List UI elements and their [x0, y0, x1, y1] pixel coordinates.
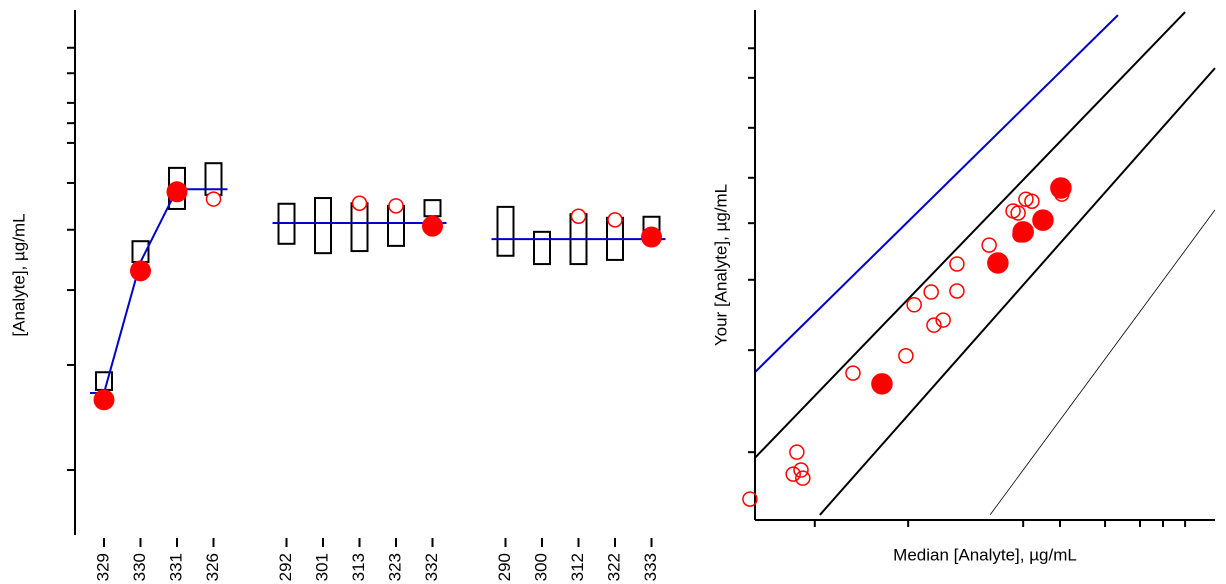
open-point — [388, 198, 404, 214]
filled-point — [422, 215, 443, 237]
open-point — [923, 284, 939, 300]
x-tick-label: 331 — [166, 553, 185, 581]
filled-point — [1012, 221, 1034, 243]
open-point — [1010, 205, 1026, 221]
open-point — [926, 317, 942, 333]
x-tick-label: 290 — [495, 553, 514, 581]
x-tick-label: 330 — [130, 553, 149, 581]
open-point — [949, 283, 965, 299]
open-point — [845, 365, 861, 381]
open-point — [607, 212, 623, 228]
box — [423, 199, 442, 218]
reference-line — [755, 14, 1119, 373]
open-point — [793, 462, 809, 478]
open-point — [1024, 193, 1040, 209]
reference-line — [989, 209, 1216, 516]
open-point — [570, 208, 587, 224]
box — [314, 197, 332, 255]
open-point — [742, 491, 758, 507]
x-tick-label: 313 — [349, 553, 368, 581]
open-point — [1018, 191, 1034, 207]
x-tick-label: 332 — [422, 553, 441, 581]
box — [496, 205, 515, 257]
open-point — [789, 444, 805, 460]
x-tick-label: 322 — [604, 553, 623, 581]
open-point — [898, 348, 914, 364]
x-tick-label: 292 — [276, 553, 295, 581]
y-axis-label: Your [Analyte], µg/mL — [711, 184, 730, 346]
x-tick-label: 326 — [203, 553, 222, 581]
target-line — [90, 188, 228, 395]
open-point — [935, 312, 951, 328]
y-axis-label: [Analyte], µg/mL — [9, 213, 28, 336]
box — [533, 230, 551, 266]
filled-point — [871, 373, 893, 395]
open-point — [981, 237, 997, 253]
open-point — [785, 466, 801, 482]
x-tick-label: 329 — [93, 553, 112, 581]
x-axis-label: Median [Analyte], µg/mL — [893, 545, 1077, 564]
x-tick-label: 300 — [531, 553, 550, 581]
filled-point — [987, 252, 1009, 274]
filled-point — [641, 226, 662, 248]
filled-point — [1050, 177, 1072, 199]
reference-line — [819, 67, 1216, 516]
x-tick-label: 333 — [641, 553, 660, 581]
open-point — [351, 195, 368, 211]
reference-line — [755, 11, 1186, 459]
filled-point — [130, 260, 151, 282]
open-point — [949, 256, 965, 272]
x-tick-label: 301 — [312, 553, 331, 581]
filled-point — [93, 389, 115, 411]
x-tick-label: 323 — [385, 553, 404, 581]
x-tick-label: 312 — [568, 553, 587, 581]
filled-point — [166, 181, 188, 203]
open-point — [906, 297, 922, 313]
open-point — [795, 470, 811, 486]
open-point — [205, 191, 222, 207]
filled-point — [1032, 209, 1054, 231]
